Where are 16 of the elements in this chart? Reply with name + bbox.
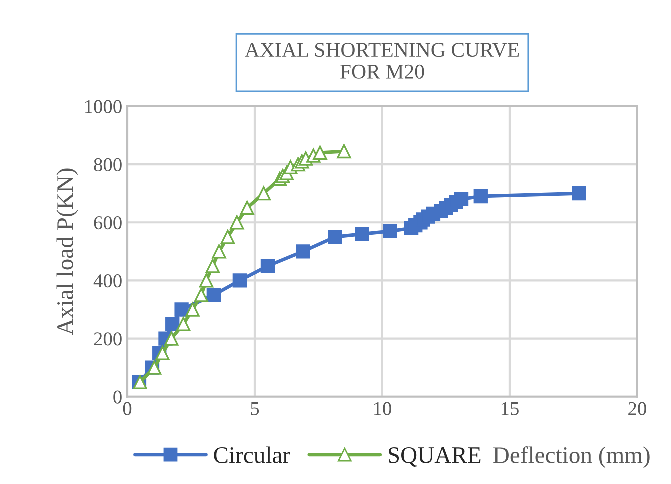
x-tick-label: 0 [123, 402, 132, 416]
legend-label: SQUARE [388, 447, 481, 467]
x-tick-label: 15 [502, 402, 519, 416]
y-axis-title: Axial load P(KN) [56, 168, 78, 336]
x-tick-label: 10 [374, 402, 392, 416]
y-tick-label: 800 [94, 158, 122, 172]
legend-label: Circular [214, 446, 290, 464]
x-tick-label: 20 [628, 402, 646, 416]
y-tick-label: 200 [94, 332, 122, 346]
y-tick-label: 1000 [85, 100, 122, 114]
chart-title: AXIAL SHORTENING CURVE FOR M20 [245, 43, 520, 79]
y-tick-label: 600 [94, 216, 122, 230]
x-axis-title: Deflection (mm) [494, 446, 650, 468]
y-tick-label: 400 [94, 274, 122, 288]
y-tick-label: 0 [114, 390, 122, 404]
x-tick-label: 5 [251, 402, 260, 416]
